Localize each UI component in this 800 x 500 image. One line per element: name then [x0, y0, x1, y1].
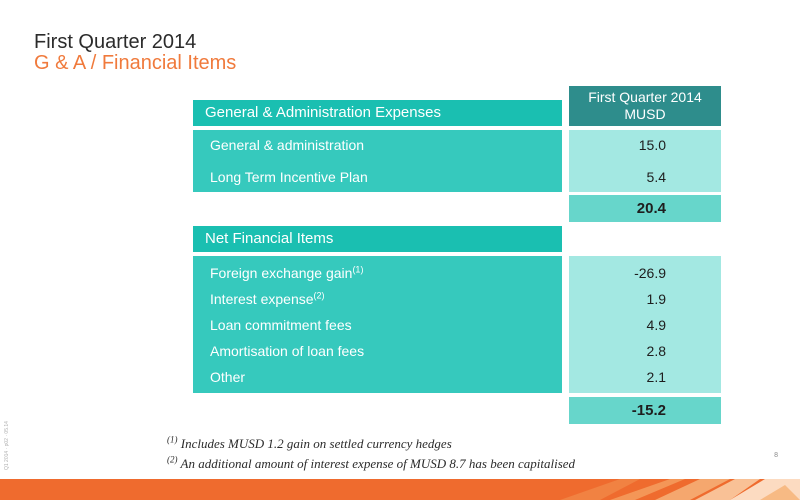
ga-row-value: 5.4 [646, 169, 666, 185]
nfi-row-label: Other [210, 369, 246, 385]
column-header-period: First Quarter 2014 [588, 89, 702, 105]
footnote-marker: (2) [313, 290, 325, 301]
nfi-row-value: 2.8 [646, 343, 666, 359]
nfi-labels-panel: Foreign exchange gain(1) Interest expens… [193, 256, 562, 393]
nfi-row-value: -26.9 [634, 265, 666, 281]
nfi-section-heading: Net Financial Items [193, 226, 562, 252]
ga-total-value: 20.4 [636, 200, 666, 217]
footnote-marker: (1) [167, 434, 178, 445]
footnote-marker: (2) [167, 454, 178, 465]
nfi-heading-label: Net Financial Items [205, 230, 334, 247]
page-number: 8 [774, 452, 778, 459]
ga-labels-panel: General & administration Long Term Incen… [193, 130, 562, 192]
footer-bar [0, 479, 800, 500]
column-header-unit: MUSD [624, 106, 666, 122]
nfi-row-value: 2.1 [646, 369, 666, 385]
footnotes: (1) Includes MUSD 1.2 gain on settled cu… [167, 434, 575, 474]
ga-heading-label: General & Administration Expenses [205, 104, 441, 121]
footnote: (1) Includes MUSD 1.2 gain on settled cu… [167, 434, 452, 451]
ga-row-label: Long Term Incentive Plan [210, 169, 368, 185]
column-header: First Quarter 2014 MUSD [569, 86, 721, 126]
page-title: First Quarter 2014 [34, 31, 197, 53]
footnote: (2) An additional amount of interest exp… [167, 454, 576, 471]
nfi-row-label: Interest expense(2) [210, 290, 325, 307]
nfi-row-label: Foreign exchange gain(1) [210, 264, 364, 281]
nfi-total-cell: -15.2 [569, 397, 721, 424]
nfi-values-panel: -26.9 1.9 4.9 2.8 2.1 [569, 256, 721, 393]
nfi-row-label: Loan commitment fees [210, 317, 352, 333]
ga-row-value: 15.0 [638, 137, 666, 153]
ga-row-label: General & administration [210, 137, 365, 153]
nfi-total-value: -15.2 [631, 402, 666, 419]
ga-section-heading: General & Administration Expenses [193, 100, 562, 126]
document-code: Q1 2014 · p02 · 05.14 [4, 421, 10, 470]
nfi-row-value: 1.9 [646, 291, 666, 307]
footer-pattern-icon [560, 479, 800, 500]
ga-values-panel: 15.0 5.4 [569, 130, 721, 192]
nfi-row-value: 4.9 [646, 317, 666, 333]
ga-total-cell: 20.4 [569, 195, 721, 222]
page-subtitle: G & A / Financial Items [34, 52, 237, 74]
footnote-marker: (1) [352, 264, 364, 275]
nfi-row-label: Amortisation of loan fees [210, 343, 365, 359]
